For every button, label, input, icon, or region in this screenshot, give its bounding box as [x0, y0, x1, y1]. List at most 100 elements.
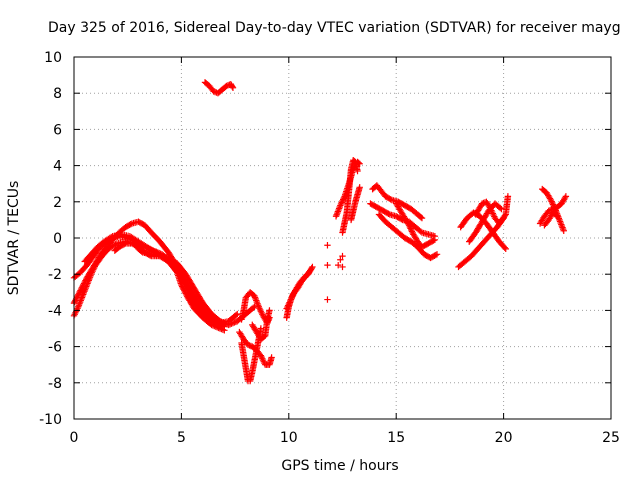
data-point — [339, 252, 346, 260]
data-point — [75, 291, 82, 298]
data-point — [210, 88, 217, 95]
data-point — [258, 309, 265, 317]
data-point — [287, 297, 294, 305]
data-point — [289, 291, 297, 299]
data-point — [79, 283, 86, 290]
data-point — [418, 214, 426, 222]
data-point — [72, 297, 79, 304]
data-point — [266, 307, 273, 314]
data-point — [229, 83, 236, 90]
data-point — [324, 261, 331, 269]
data-point — [547, 196, 555, 204]
data-point — [501, 244, 508, 251]
data-point — [340, 194, 348, 202]
data-point — [82, 276, 90, 283]
data-point — [80, 281, 87, 289]
data-point — [562, 193, 570, 200]
data-point — [487, 205, 494, 213]
data-point — [407, 225, 414, 232]
x-tick-label: 10 — [280, 430, 298, 446]
data-point — [286, 299, 293, 306]
data-point — [284, 302, 292, 309]
data-point — [146, 252, 154, 259]
data-point — [222, 320, 229, 327]
y-tick-label: -2 — [48, 267, 62, 283]
y-tick-label: 10 — [44, 50, 62, 66]
data-point — [81, 278, 88, 286]
x-tick-label: 20 — [495, 430, 513, 446]
data-point — [78, 284, 86, 291]
data-point — [554, 213, 561, 220]
data-point — [545, 207, 552, 215]
y-tick-label: -8 — [48, 376, 62, 392]
data-point — [417, 213, 425, 221]
data-point — [121, 240, 128, 248]
data-point — [340, 196, 347, 203]
data-point — [73, 294, 81, 301]
data-point — [219, 319, 227, 326]
y-tick-label: -6 — [48, 340, 62, 356]
data-point — [77, 285, 85, 293]
data-point — [561, 194, 569, 202]
data-point — [229, 84, 237, 91]
data-point — [112, 241, 119, 248]
data-point — [234, 310, 241, 318]
data-point — [488, 208, 496, 216]
data-point — [82, 277, 89, 284]
data-point — [127, 221, 134, 228]
data-point — [244, 341, 252, 348]
data-point — [208, 321, 215, 329]
data-point — [488, 207, 495, 214]
x-tick-label: 0 — [70, 430, 79, 446]
data-point — [549, 199, 556, 207]
data-point — [228, 320, 235, 327]
data-point — [490, 211, 497, 219]
data-point — [339, 263, 346, 271]
data-point — [288, 294, 295, 302]
data-point — [339, 197, 346, 205]
data-point — [337, 200, 345, 208]
data-point — [260, 358, 267, 365]
y-tick-label: -4 — [48, 303, 62, 319]
data-point — [76, 288, 83, 296]
data-point — [258, 353, 265, 361]
data-points — [70, 79, 570, 385]
data-point — [501, 212, 509, 219]
data-point — [225, 321, 232, 329]
data-point — [309, 263, 316, 271]
data-point — [287, 296, 295, 303]
y-tick-label: 4 — [53, 159, 62, 175]
data-point — [324, 242, 331, 249]
data-point — [356, 184, 363, 191]
data-point — [108, 233, 115, 241]
data-point — [430, 237, 437, 244]
data-point — [548, 198, 555, 205]
data-point — [259, 356, 267, 364]
data-point — [231, 319, 238, 326]
data-point — [71, 311, 78, 318]
chart-title: Day 325 of 2016, Sidereal Day-to-day VTE… — [48, 20, 621, 36]
data-point — [405, 222, 413, 229]
data-point — [385, 210, 392, 217]
data-point — [283, 305, 290, 312]
data-point — [221, 319, 228, 327]
data-point — [75, 290, 83, 297]
data-point — [223, 82, 230, 90]
y-tick-label: 0 — [53, 231, 62, 247]
data-point — [256, 306, 264, 313]
data-point — [74, 292, 81, 300]
y-tick-label: -10 — [39, 412, 62, 428]
data-point — [408, 226, 415, 234]
data-point — [290, 290, 298, 297]
data-point — [306, 268, 313, 275]
data-point — [337, 202, 344, 209]
data-point — [496, 204, 504, 212]
x-tick-label: 5 — [177, 430, 186, 446]
y-tick-label: 6 — [53, 122, 62, 138]
data-point — [268, 354, 275, 361]
data-point — [289, 293, 296, 300]
data-point — [433, 251, 441, 258]
data-point — [218, 318, 225, 326]
